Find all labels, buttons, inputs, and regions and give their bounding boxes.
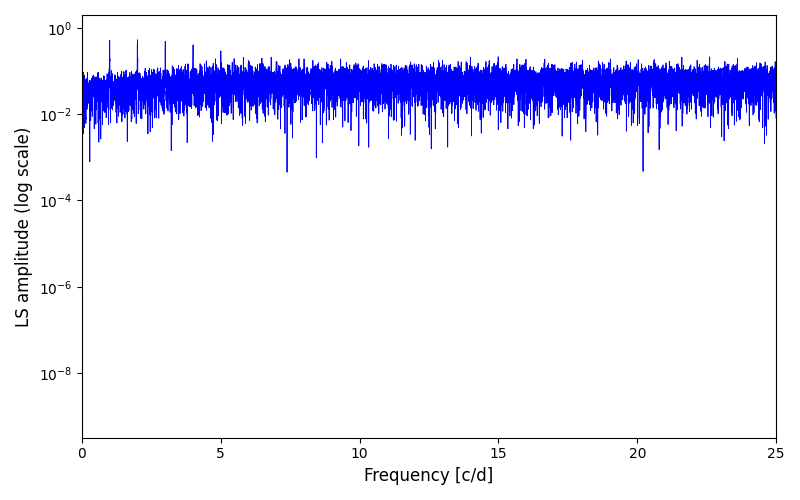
X-axis label: Frequency [c/d]: Frequency [c/d] bbox=[364, 467, 494, 485]
Y-axis label: LS amplitude (log scale): LS amplitude (log scale) bbox=[15, 126, 33, 326]
